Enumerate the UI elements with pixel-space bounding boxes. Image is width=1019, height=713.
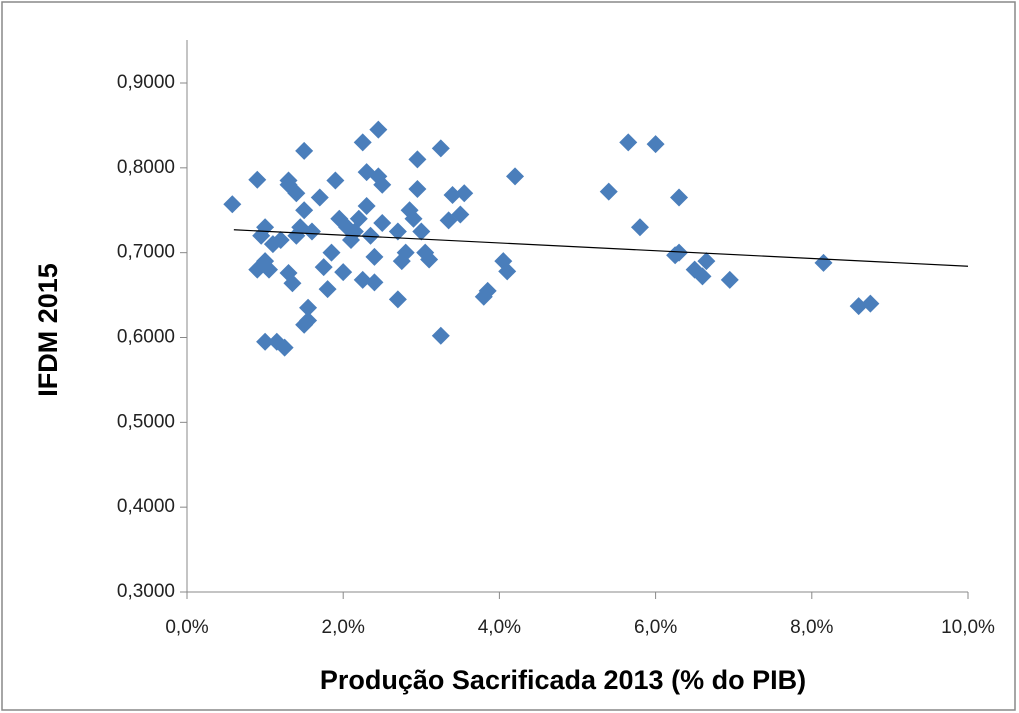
point: [299, 298, 318, 317]
point: [478, 281, 497, 300]
point: [697, 252, 716, 271]
point: [287, 184, 306, 203]
point: [443, 185, 462, 204]
point: [861, 294, 880, 313]
x-tick-label: 0,0%: [165, 617, 208, 638]
y-tick-label: 0,5000: [117, 411, 175, 432]
y-tick-label: 0,7000: [117, 242, 175, 263]
point: [619, 133, 638, 152]
point: [373, 175, 392, 194]
point: [295, 141, 314, 160]
trendline: [233, 229, 969, 267]
point: [451, 205, 470, 224]
point: [260, 260, 279, 279]
point: [248, 170, 267, 189]
x-tick-label: 10,0%: [941, 617, 995, 638]
point: [322, 243, 341, 262]
point: [630, 218, 649, 237]
y-tick-label: 0,6000: [117, 327, 175, 348]
point: [318, 280, 337, 299]
point: [404, 209, 423, 228]
point: [396, 243, 415, 262]
point: [455, 184, 474, 203]
point: [408, 150, 427, 169]
x-tick-label: 8,0%: [790, 617, 833, 638]
point: [275, 338, 294, 357]
point: [498, 262, 517, 281]
point: [361, 226, 380, 245]
point: [353, 270, 372, 289]
point: [720, 270, 739, 289]
point: [326, 171, 345, 190]
point: [310, 188, 329, 207]
point: [412, 222, 431, 241]
point: [431, 326, 450, 345]
y-axis-title: IFDM 2015: [33, 263, 63, 397]
y-tick-label: 0,9000: [117, 72, 175, 93]
point: [506, 167, 525, 186]
point: [670, 188, 689, 207]
point: [693, 267, 712, 286]
point: [314, 258, 333, 277]
point: [223, 195, 242, 214]
point: [369, 120, 388, 139]
y-tick-label: 0,8000: [117, 157, 175, 178]
x-tick-label: 4,0%: [478, 617, 521, 638]
point: [271, 230, 290, 249]
x-tick-label: 6,0%: [634, 617, 677, 638]
x-axis-title: Produção Sacrificada 2013 (% do PIB): [320, 665, 806, 695]
point: [646, 135, 665, 154]
point: [373, 213, 392, 232]
point: [299, 311, 318, 330]
y-tick-label: 0,3000: [117, 581, 175, 602]
x-tick-label: 2,0%: [322, 617, 365, 638]
point: [334, 263, 353, 282]
point: [302, 222, 321, 241]
y-tick-label: 0,4000: [117, 496, 175, 517]
point: [599, 182, 618, 201]
point: [295, 201, 314, 220]
point: [349, 209, 368, 228]
point: [365, 247, 384, 266]
point: [420, 250, 439, 269]
point: [357, 197, 376, 216]
point: [388, 290, 407, 309]
point: [408, 180, 427, 199]
point: [256, 332, 275, 351]
point: [431, 139, 450, 158]
point: [365, 273, 384, 292]
point: [353, 133, 372, 152]
point: [670, 243, 689, 262]
point: [283, 274, 302, 293]
point: [849, 297, 868, 316]
point: [388, 222, 407, 241]
